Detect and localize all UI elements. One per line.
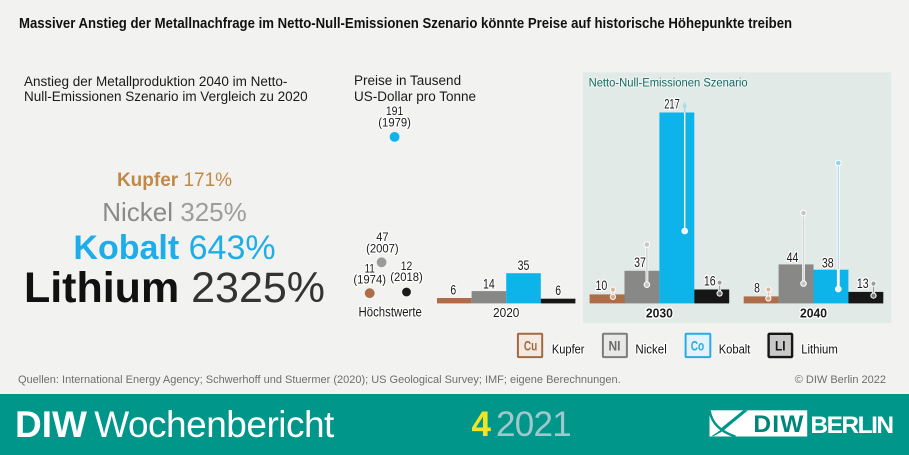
svg-text:Lithium: Lithium: [801, 342, 838, 356]
svg-text:(2018): (2018): [390, 272, 423, 284]
svg-text:37: 37: [634, 255, 646, 270]
svg-text:Kobalt: Kobalt: [719, 342, 751, 356]
svg-text:Nickel: Nickel: [635, 342, 666, 356]
svg-text:11: 11: [364, 264, 375, 276]
svg-text:35: 35: [518, 258, 530, 273]
svg-text:(1979): (1979): [378, 118, 411, 130]
svg-text:14: 14: [483, 277, 495, 292]
svg-text:2020: 2020: [493, 305, 519, 320]
svg-text:6: 6: [555, 283, 561, 298]
svg-text:2040: 2040: [800, 306, 827, 321]
svg-text:2030: 2030: [646, 306, 673, 321]
svg-text:47: 47: [376, 232, 388, 244]
svg-text:38: 38: [822, 256, 834, 271]
svg-text:8: 8: [754, 281, 760, 296]
svg-text:Höchstwerte: Höchstwerte: [359, 305, 422, 320]
svg-text:Kupfer: Kupfer: [552, 342, 585, 356]
svg-text:(1974): (1974): [353, 274, 386, 286]
svg-text:DIW: DIW: [753, 411, 804, 438]
svg-text:NI: NI: [609, 337, 621, 353]
svg-text:191: 191: [386, 106, 404, 118]
svg-text:(2007): (2007): [366, 244, 399, 256]
svg-text:Co: Co: [691, 337, 705, 353]
svg-text:BERLIN: BERLIN: [810, 412, 893, 439]
svg-text:44: 44: [787, 250, 799, 265]
svg-text:217: 217: [664, 97, 680, 112]
svg-text:Netto-Null-Emissionen Szenario: Netto-Null-Emissionen Szenario: [589, 78, 748, 90]
svg-text:LI: LI: [775, 337, 786, 353]
svg-text:16: 16: [704, 273, 716, 288]
svg-text:Cu: Cu: [524, 337, 537, 353]
svg-text:10: 10: [596, 278, 608, 293]
svg-text:6: 6: [450, 283, 456, 298]
svg-text:13: 13: [857, 276, 869, 291]
svg-text:12: 12: [401, 261, 413, 273]
